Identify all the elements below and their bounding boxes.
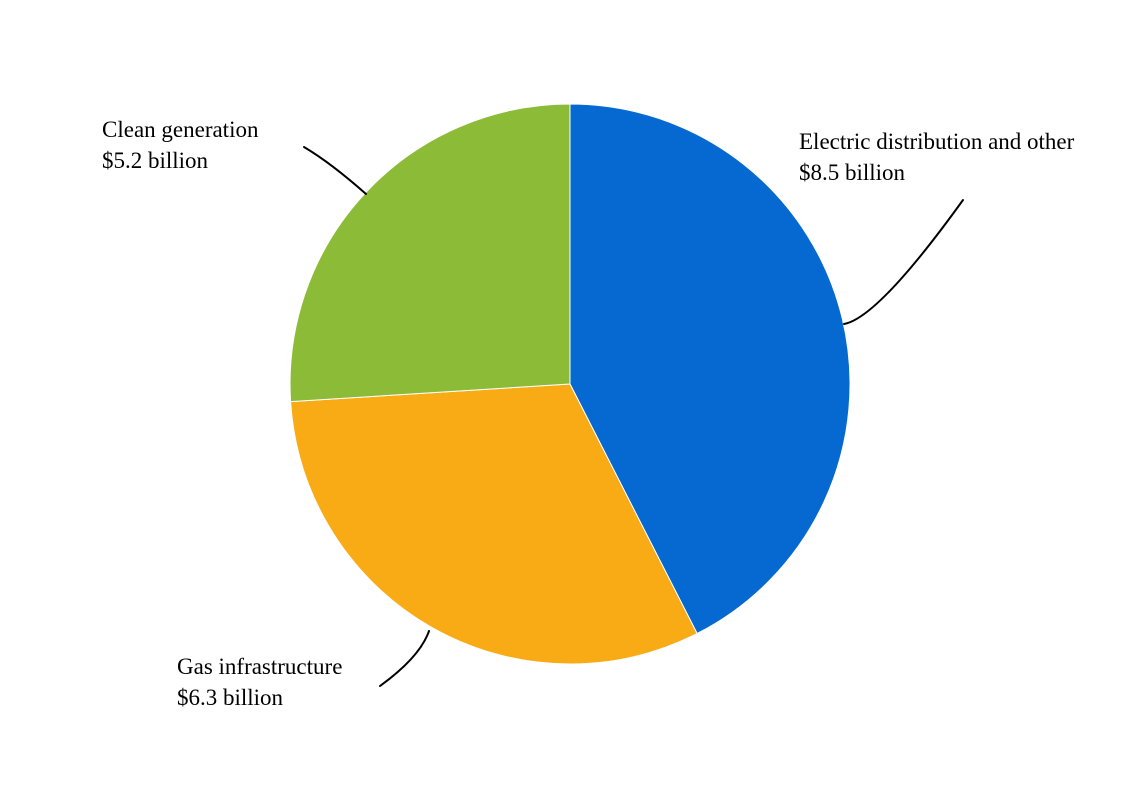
- segment-value: $6.3 billion: [177, 685, 284, 710]
- callout-clean-generation: Clean generation $5.2 billion: [102, 114, 258, 176]
- callout-electric-distribution: Electric distribution and other $8.5 bil…: [799, 126, 1074, 188]
- callout-gas-infrastructure: Gas infrastructure $6.3 billion: [177, 651, 342, 713]
- pie-slice-clean-generation: [289, 103, 571, 403]
- segment-label: Gas infrastructure: [177, 654, 343, 679]
- pie-slice-electric-distribution-and-other: [569, 103, 851, 634]
- leader-line-electric-distribution-and-other: [843, 199, 964, 325]
- segment-value: $8.5 billion: [799, 160, 906, 185]
- leader-line-clean-generation: [303, 146, 367, 195]
- segment-value: $5.2 billion: [102, 148, 209, 173]
- leader-line-gas-infrastructure: [379, 630, 430, 687]
- segment-label: Electric distribution and other: [799, 129, 1075, 154]
- segment-label: Clean generation: [102, 117, 259, 142]
- pie-slice-gas-infrastructure: [290, 383, 698, 665]
